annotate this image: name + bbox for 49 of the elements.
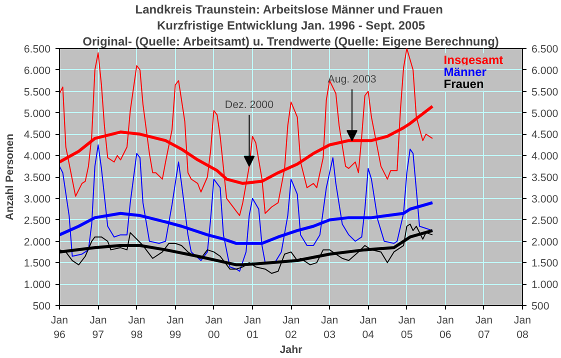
y-tick-label: 3.500 bbox=[24, 172, 51, 184]
chart-subtitle: Kurzfristige Entwicklung Jan. 1996 - Sept. 2005 bbox=[156, 18, 426, 32]
y-tick-label: 5.000 bbox=[24, 108, 51, 120]
annotation: Dez. 2000 bbox=[224, 99, 274, 112]
y2-tick-label: 3.000 bbox=[532, 193, 558, 206]
y2-tick-label: 6.500 bbox=[532, 44, 558, 56]
y-tick-label: 6.500 bbox=[24, 44, 51, 56]
x-tick-label: Jan 05 bbox=[398, 314, 416, 341]
y-tick-label: 500 bbox=[32, 300, 51, 312]
y-tick-label: 4.500 bbox=[24, 129, 51, 142]
y-axis-title: Anzahl Personen bbox=[4, 134, 16, 220]
annotation: Original- (Quelle: Arbeitsamt) u. Trendwerte (Quelle: Eigene Berechnung) bbox=[82, 34, 499, 48]
x-tick-label: Jan 99 bbox=[166, 314, 184, 341]
y-tick-label: 1.000 bbox=[24, 279, 51, 292]
x-tick-label: Jan 98 bbox=[128, 314, 146, 341]
y2-tick-label: 6.000 bbox=[532, 64, 558, 77]
y-tick-label: 2.500 bbox=[24, 214, 51, 227]
y2-tick-label: 500 bbox=[532, 300, 550, 312]
x-tick-label: Jan 00 bbox=[205, 314, 222, 341]
text: Männer bbox=[444, 65, 487, 80]
text: Insgesamt bbox=[444, 53, 504, 68]
chart-title: Landkreis Traunstein: Arbeitslose Männer und Frauen bbox=[135, 2, 443, 16]
x-tick-label: Jan 96 bbox=[50, 314, 68, 341]
annotation: Aug. 2003 bbox=[328, 73, 376, 86]
y2-tick-label: 2.000 bbox=[532, 236, 558, 248]
y-tick-label: 2.000 bbox=[24, 236, 51, 248]
x-axis-title: Jahr bbox=[280, 344, 302, 356]
y2-tick-label: 4.000 bbox=[532, 150, 558, 163]
x-tick-label: Jan 03 bbox=[321, 314, 338, 341]
x-tick-label: Jan 01 bbox=[244, 314, 262, 341]
x-tick-label: Jan 04 bbox=[360, 314, 377, 341]
x-tick-label: Jan 02 bbox=[282, 314, 300, 341]
x-tick-label: Jan 08 bbox=[514, 314, 532, 341]
y-tick-label: 5.500 bbox=[24, 86, 51, 98]
y-tick-label: 4.000 bbox=[24, 150, 51, 163]
y2-tick-label: 4.500 bbox=[532, 129, 558, 142]
y-tick-label: 3.000 bbox=[24, 193, 51, 206]
y2-tick-label: 3.500 bbox=[532, 172, 558, 184]
x-tick-label: Jan 97 bbox=[90, 314, 107, 341]
x-tick-label: Jan 06 bbox=[436, 314, 454, 341]
y-tick-label: 1.500 bbox=[24, 258, 51, 270]
y2-tick-label: 5.500 bbox=[532, 86, 558, 98]
x-tick-label: Jan 07 bbox=[475, 314, 493, 341]
y2-tick-label: 2.500 bbox=[532, 214, 558, 227]
y2-tick-label: 1.500 bbox=[532, 258, 558, 270]
y2-tick-label: 5.000 bbox=[532, 108, 558, 120]
y-tick-label: 6.000 bbox=[24, 64, 51, 77]
text: Frauen bbox=[444, 77, 484, 92]
y2-tick-label: 1.000 bbox=[532, 279, 558, 292]
